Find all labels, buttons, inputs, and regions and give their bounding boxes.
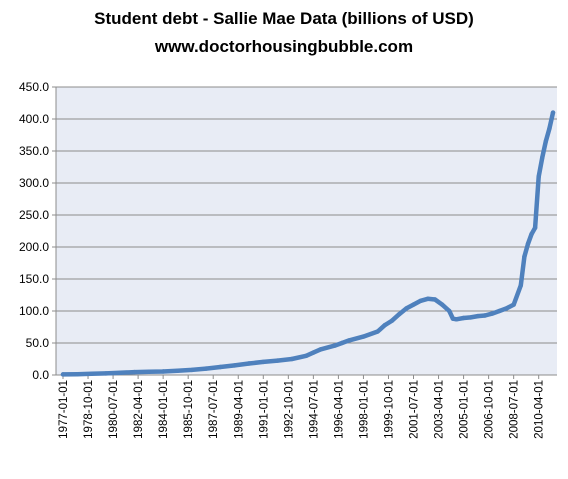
- x-tick-label: 1992-10-01: [283, 380, 295, 439]
- data-point: [246, 361, 252, 366]
- y-tick-label: 150.0: [19, 272, 49, 286]
- data-point: [418, 298, 423, 303]
- data-point: [189, 367, 194, 373]
- data-point: [275, 358, 280, 363]
- data-point: [160, 369, 166, 374]
- data-point: [361, 334, 366, 339]
- data-point: [447, 308, 452, 314]
- data-point: [461, 315, 466, 321]
- data-point: [511, 302, 516, 307]
- data-point: [522, 254, 527, 259]
- x-tick-label: 1989-04-01: [233, 380, 245, 439]
- data-point: [518, 283, 523, 288]
- x-tick-label: 2006-10-01: [484, 380, 496, 439]
- x-tick-label: 1984-01-01: [158, 380, 170, 439]
- x-tick-label: 1998-01-01: [358, 380, 370, 439]
- data-point: [547, 126, 552, 131]
- data-point: [75, 372, 80, 377]
- x-tick-label: 1999-10-01: [383, 380, 395, 439]
- data-point: [232, 363, 237, 368]
- data-point: [389, 318, 395, 323]
- x-tick-label: 1996-04-01: [333, 380, 345, 439]
- data-point: [311, 350, 316, 355]
- data-point: [289, 356, 295, 362]
- data-point: [425, 296, 430, 301]
- data-point: [339, 340, 345, 346]
- y-tick-label: 100.0: [19, 304, 49, 318]
- y-tick-label: 0.0: [32, 368, 49, 382]
- data-point: [475, 313, 481, 319]
- x-tick-label: 2001-07-01: [409, 380, 421, 439]
- y-tick-label: 250.0: [19, 208, 49, 222]
- plot-area: [56, 87, 557, 375]
- data-point: [411, 302, 416, 307]
- chart-title: Student debt - Sallie Mae Data (billions…: [94, 9, 474, 28]
- y-tick-label: 400.0: [19, 112, 49, 126]
- data-point: [146, 369, 151, 374]
- x-tick-label: 1994-07-01: [308, 380, 320, 439]
- data-point: [454, 317, 459, 322]
- x-tick-label: 1982-04-01: [133, 380, 145, 439]
- data-point: [346, 338, 352, 343]
- y-tick-label: 350.0: [19, 144, 49, 158]
- data-point: [550, 110, 556, 115]
- x-tick-label: 2010-04-01: [534, 380, 546, 439]
- data-point: [504, 306, 509, 311]
- data-point: [175, 368, 180, 373]
- x-tick-label: 1991-01-01: [258, 380, 270, 439]
- data-point: [497, 308, 502, 314]
- data-point: [404, 306, 409, 311]
- data-point: [118, 370, 123, 375]
- data-point: [103, 371, 109, 376]
- data-point: [482, 313, 488, 318]
- x-tick-label: 2005-01-01: [459, 380, 471, 439]
- y-tick-label: 50.0: [26, 336, 50, 350]
- y-tick-label: 300.0: [19, 176, 49, 190]
- data-point: [304, 353, 309, 358]
- x-tick-label: 1980-07-01: [108, 380, 120, 439]
- data-point: [543, 139, 548, 144]
- data-point: [525, 241, 531, 246]
- data-point: [332, 343, 337, 348]
- data-point: [397, 312, 402, 317]
- x-tick-label: 1987-07-01: [208, 380, 220, 439]
- chart-subtitle: www.doctorhousingbubble.com: [154, 37, 414, 56]
- data-point: [203, 366, 209, 371]
- x-tick-label: 1978-10-01: [83, 380, 95, 439]
- data-point: [540, 155, 545, 160]
- x-tick-label: 1977-01-01: [58, 380, 70, 439]
- x-tick-label: 2003-04-01: [434, 380, 446, 439]
- data-point: [532, 225, 538, 230]
- data-point: [132, 369, 137, 375]
- data-point: [490, 311, 495, 316]
- data-point: [536, 174, 541, 179]
- y-tick-label: 200.0: [19, 240, 49, 254]
- data-point: [439, 302, 445, 307]
- data-point: [261, 359, 266, 365]
- data-point: [529, 232, 534, 237]
- data-point: [375, 329, 380, 334]
- data-point: [60, 372, 66, 377]
- data-point: [468, 315, 473, 320]
- x-tick-label: 2008-07-01: [509, 380, 521, 439]
- data-point: [89, 371, 94, 376]
- x-tick-label: 1985-10-01: [183, 380, 195, 439]
- y-tick-label: 450.0: [19, 80, 49, 94]
- data-point: [382, 322, 388, 328]
- data-point: [218, 364, 223, 370]
- data-point: [318, 347, 323, 352]
- data-point: [432, 297, 438, 302]
- data-point: [450, 316, 456, 321]
